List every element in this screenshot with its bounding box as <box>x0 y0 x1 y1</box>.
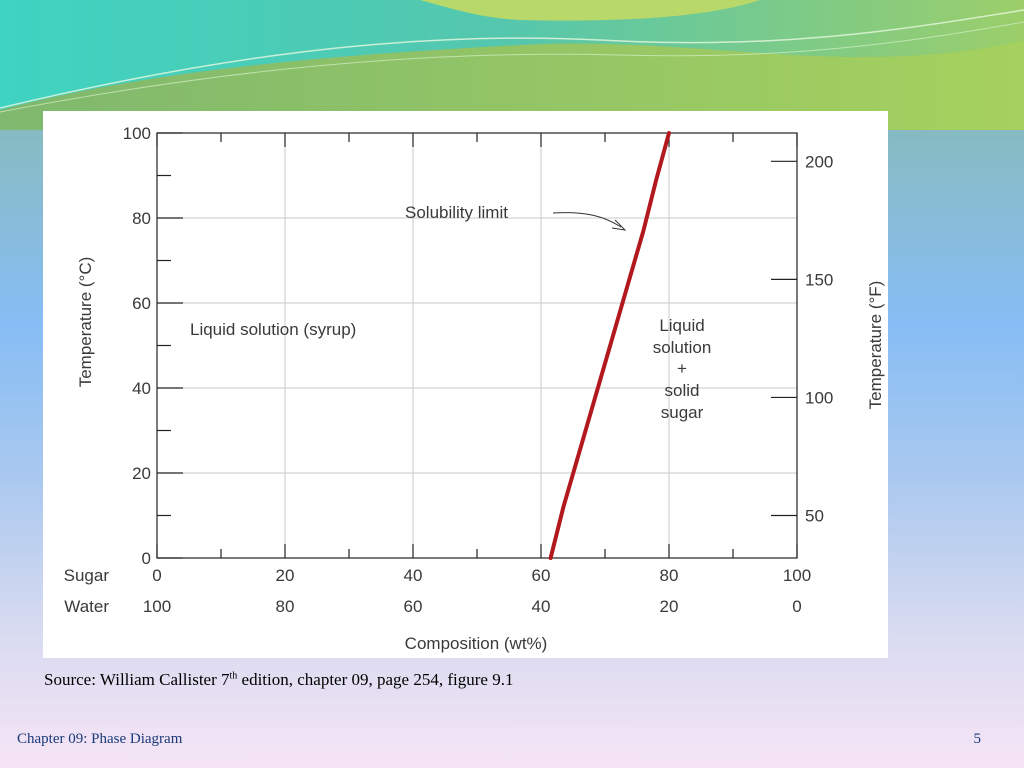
x-tick-label-sugar: 60 <box>532 566 551 585</box>
y2-axis-title: Temperature (°F) <box>866 281 885 410</box>
x-tick-label-water: 60 <box>404 597 423 616</box>
x-tick-label-sugar: 80 <box>660 566 679 585</box>
x-tick-label-sugar: 0 <box>152 566 161 585</box>
x-tick-label-sugar: 20 <box>276 566 295 585</box>
solubility-curve <box>548 131 671 560</box>
y-tick-label: 60 <box>132 294 151 313</box>
right-region-line-4: solid <box>665 381 700 400</box>
y-tick-label: 40 <box>132 379 151 398</box>
series-layer <box>548 131 671 560</box>
y2-tick-label: 200 <box>805 152 833 171</box>
y-tick-label: 0 <box>142 549 151 568</box>
y-tick-label: 80 <box>132 209 151 228</box>
x-axis-title: Composition (wt%) <box>405 634 548 653</box>
source-rest: edition, chapter 09, page 254, figure 9.… <box>237 670 514 689</box>
y-tick-label: 100 <box>123 124 151 143</box>
x-row-label-sugar: Sugar <box>64 566 110 585</box>
x-tick-label-water: 0 <box>792 597 801 616</box>
x-tick-label-sugar: 40 <box>404 566 423 585</box>
plot-frame <box>156 132 798 559</box>
x-row-label-water: Water <box>64 597 109 616</box>
y2-tick-label: 150 <box>805 270 833 289</box>
x-tick-label-water: 80 <box>276 597 295 616</box>
x-tick-label-water: 20 <box>660 597 679 616</box>
y-axis-title: Temperature (°C) <box>76 257 95 388</box>
right-region-line-5: sugar <box>661 403 704 422</box>
x-tick-label-water: 100 <box>143 597 171 616</box>
footer-chapter-title: Chapter 09: Phase Diagram <box>17 731 183 747</box>
solubility-limit-arrowhead <box>611 219 627 231</box>
x-tick-label-water: 40 <box>532 597 551 616</box>
right-region-line-1: Liquid <box>659 316 704 335</box>
y2-tick-label: 50 <box>805 507 824 526</box>
source-superscript: th <box>229 670 238 682</box>
y2-tick-label: 100 <box>805 388 833 407</box>
right-region-line-3: + <box>677 359 687 378</box>
left-region-label: Liquid solution (syrup) <box>190 320 356 339</box>
chart-panel: 0 20 40 60 80 100 50 100 150 200 0 20 40 60 80 100 100 80… <box>43 111 888 658</box>
source-text: Source: William Callister 7 <box>44 670 230 689</box>
decorative-wave-banner <box>0 0 1024 130</box>
grid <box>157 133 797 558</box>
right-region-line-2: solution <box>653 338 712 357</box>
solubility-limit-arrow <box>552 212 622 228</box>
y-tick-label: 20 <box>132 464 151 483</box>
source-caption: Source: William Callister 7th edition, c… <box>44 670 513 690</box>
solubility-limit-label: Solubility limit <box>405 203 508 222</box>
x-tick-label-sugar: 100 <box>783 566 811 585</box>
footer-page-number: 5 <box>973 731 982 747</box>
